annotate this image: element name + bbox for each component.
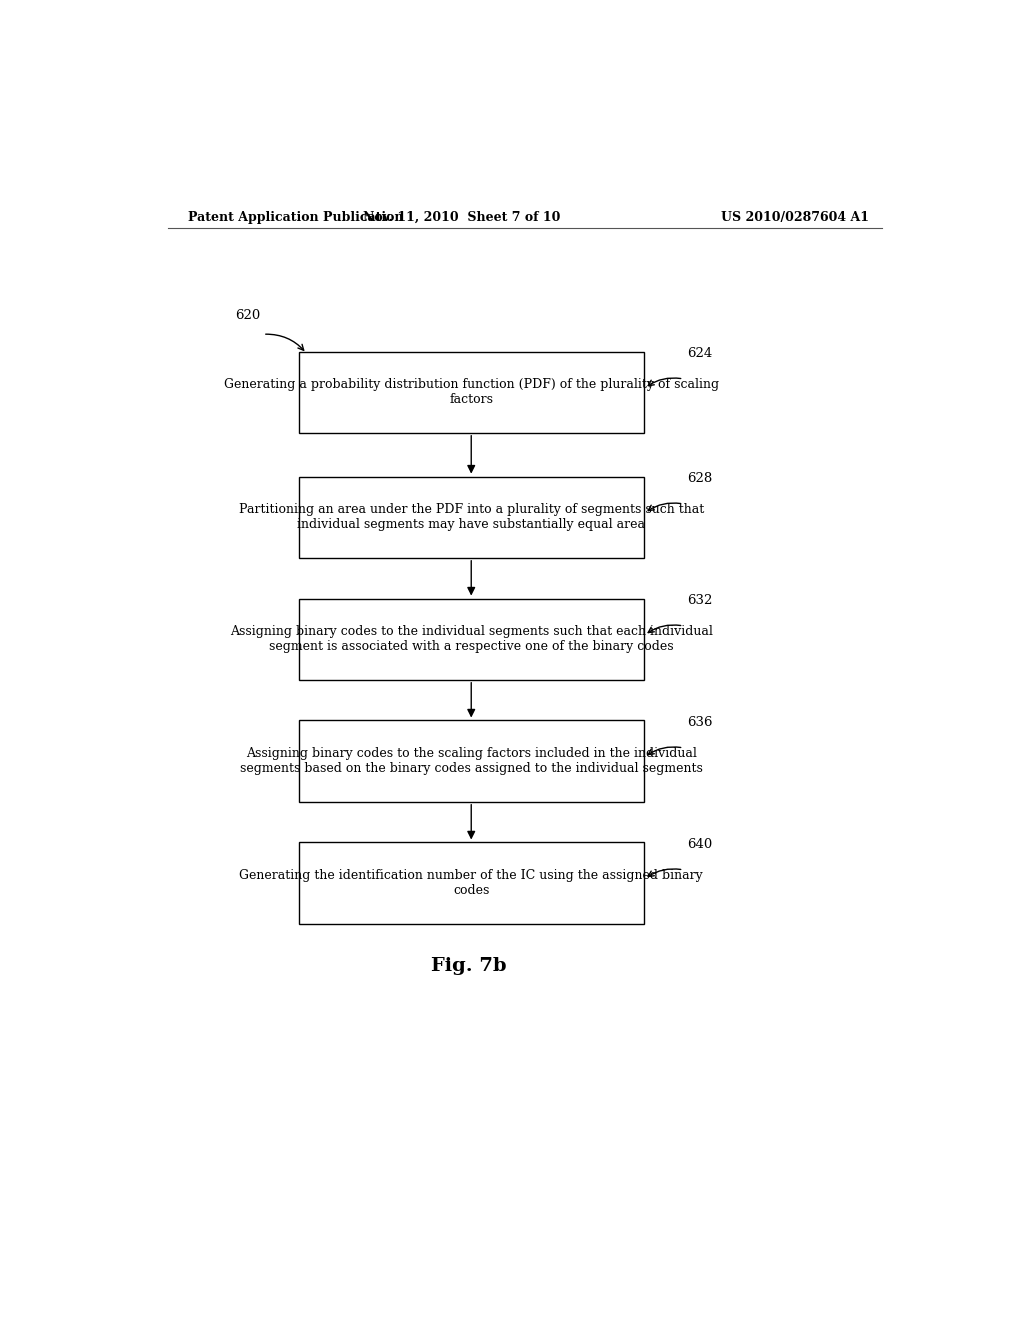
Text: 628: 628 <box>687 473 713 484</box>
Text: Assigning binary codes to the scaling factors included in the individual
segment: Assigning binary codes to the scaling fa… <box>240 747 702 775</box>
FancyArrowPatch shape <box>648 503 681 511</box>
Text: Patent Application Publication: Patent Application Publication <box>187 211 403 224</box>
FancyBboxPatch shape <box>299 842 644 924</box>
Text: Generating a probability distribution function (PDF) of the plurality of scaling: Generating a probability distribution fu… <box>223 378 719 407</box>
Text: 620: 620 <box>236 309 260 322</box>
Text: US 2010/0287604 A1: US 2010/0287604 A1 <box>721 211 868 224</box>
Text: Assigning binary codes to the individual segments such that each individual
segm: Assigning binary codes to the individual… <box>229 626 713 653</box>
FancyBboxPatch shape <box>299 351 644 433</box>
Text: Generating the identification number of the IC using the assigned binary
codes: Generating the identification number of … <box>240 869 703 898</box>
Text: 640: 640 <box>687 838 713 851</box>
FancyArrowPatch shape <box>648 869 681 876</box>
Text: Partitioning an area under the PDF into a plurality of segments such that
indivi: Partitioning an area under the PDF into … <box>239 503 703 531</box>
FancyArrowPatch shape <box>265 334 304 350</box>
Text: 632: 632 <box>687 594 713 607</box>
FancyArrowPatch shape <box>648 747 681 755</box>
Text: Nov. 11, 2010  Sheet 7 of 10: Nov. 11, 2010 Sheet 7 of 10 <box>362 211 560 224</box>
Text: 624: 624 <box>687 347 713 360</box>
FancyBboxPatch shape <box>299 598 644 680</box>
FancyArrowPatch shape <box>648 378 681 385</box>
FancyBboxPatch shape <box>299 477 644 558</box>
Text: Fig. 7b: Fig. 7b <box>431 957 507 975</box>
FancyArrowPatch shape <box>648 624 681 632</box>
Text: 636: 636 <box>687 715 713 729</box>
FancyBboxPatch shape <box>299 721 644 801</box>
